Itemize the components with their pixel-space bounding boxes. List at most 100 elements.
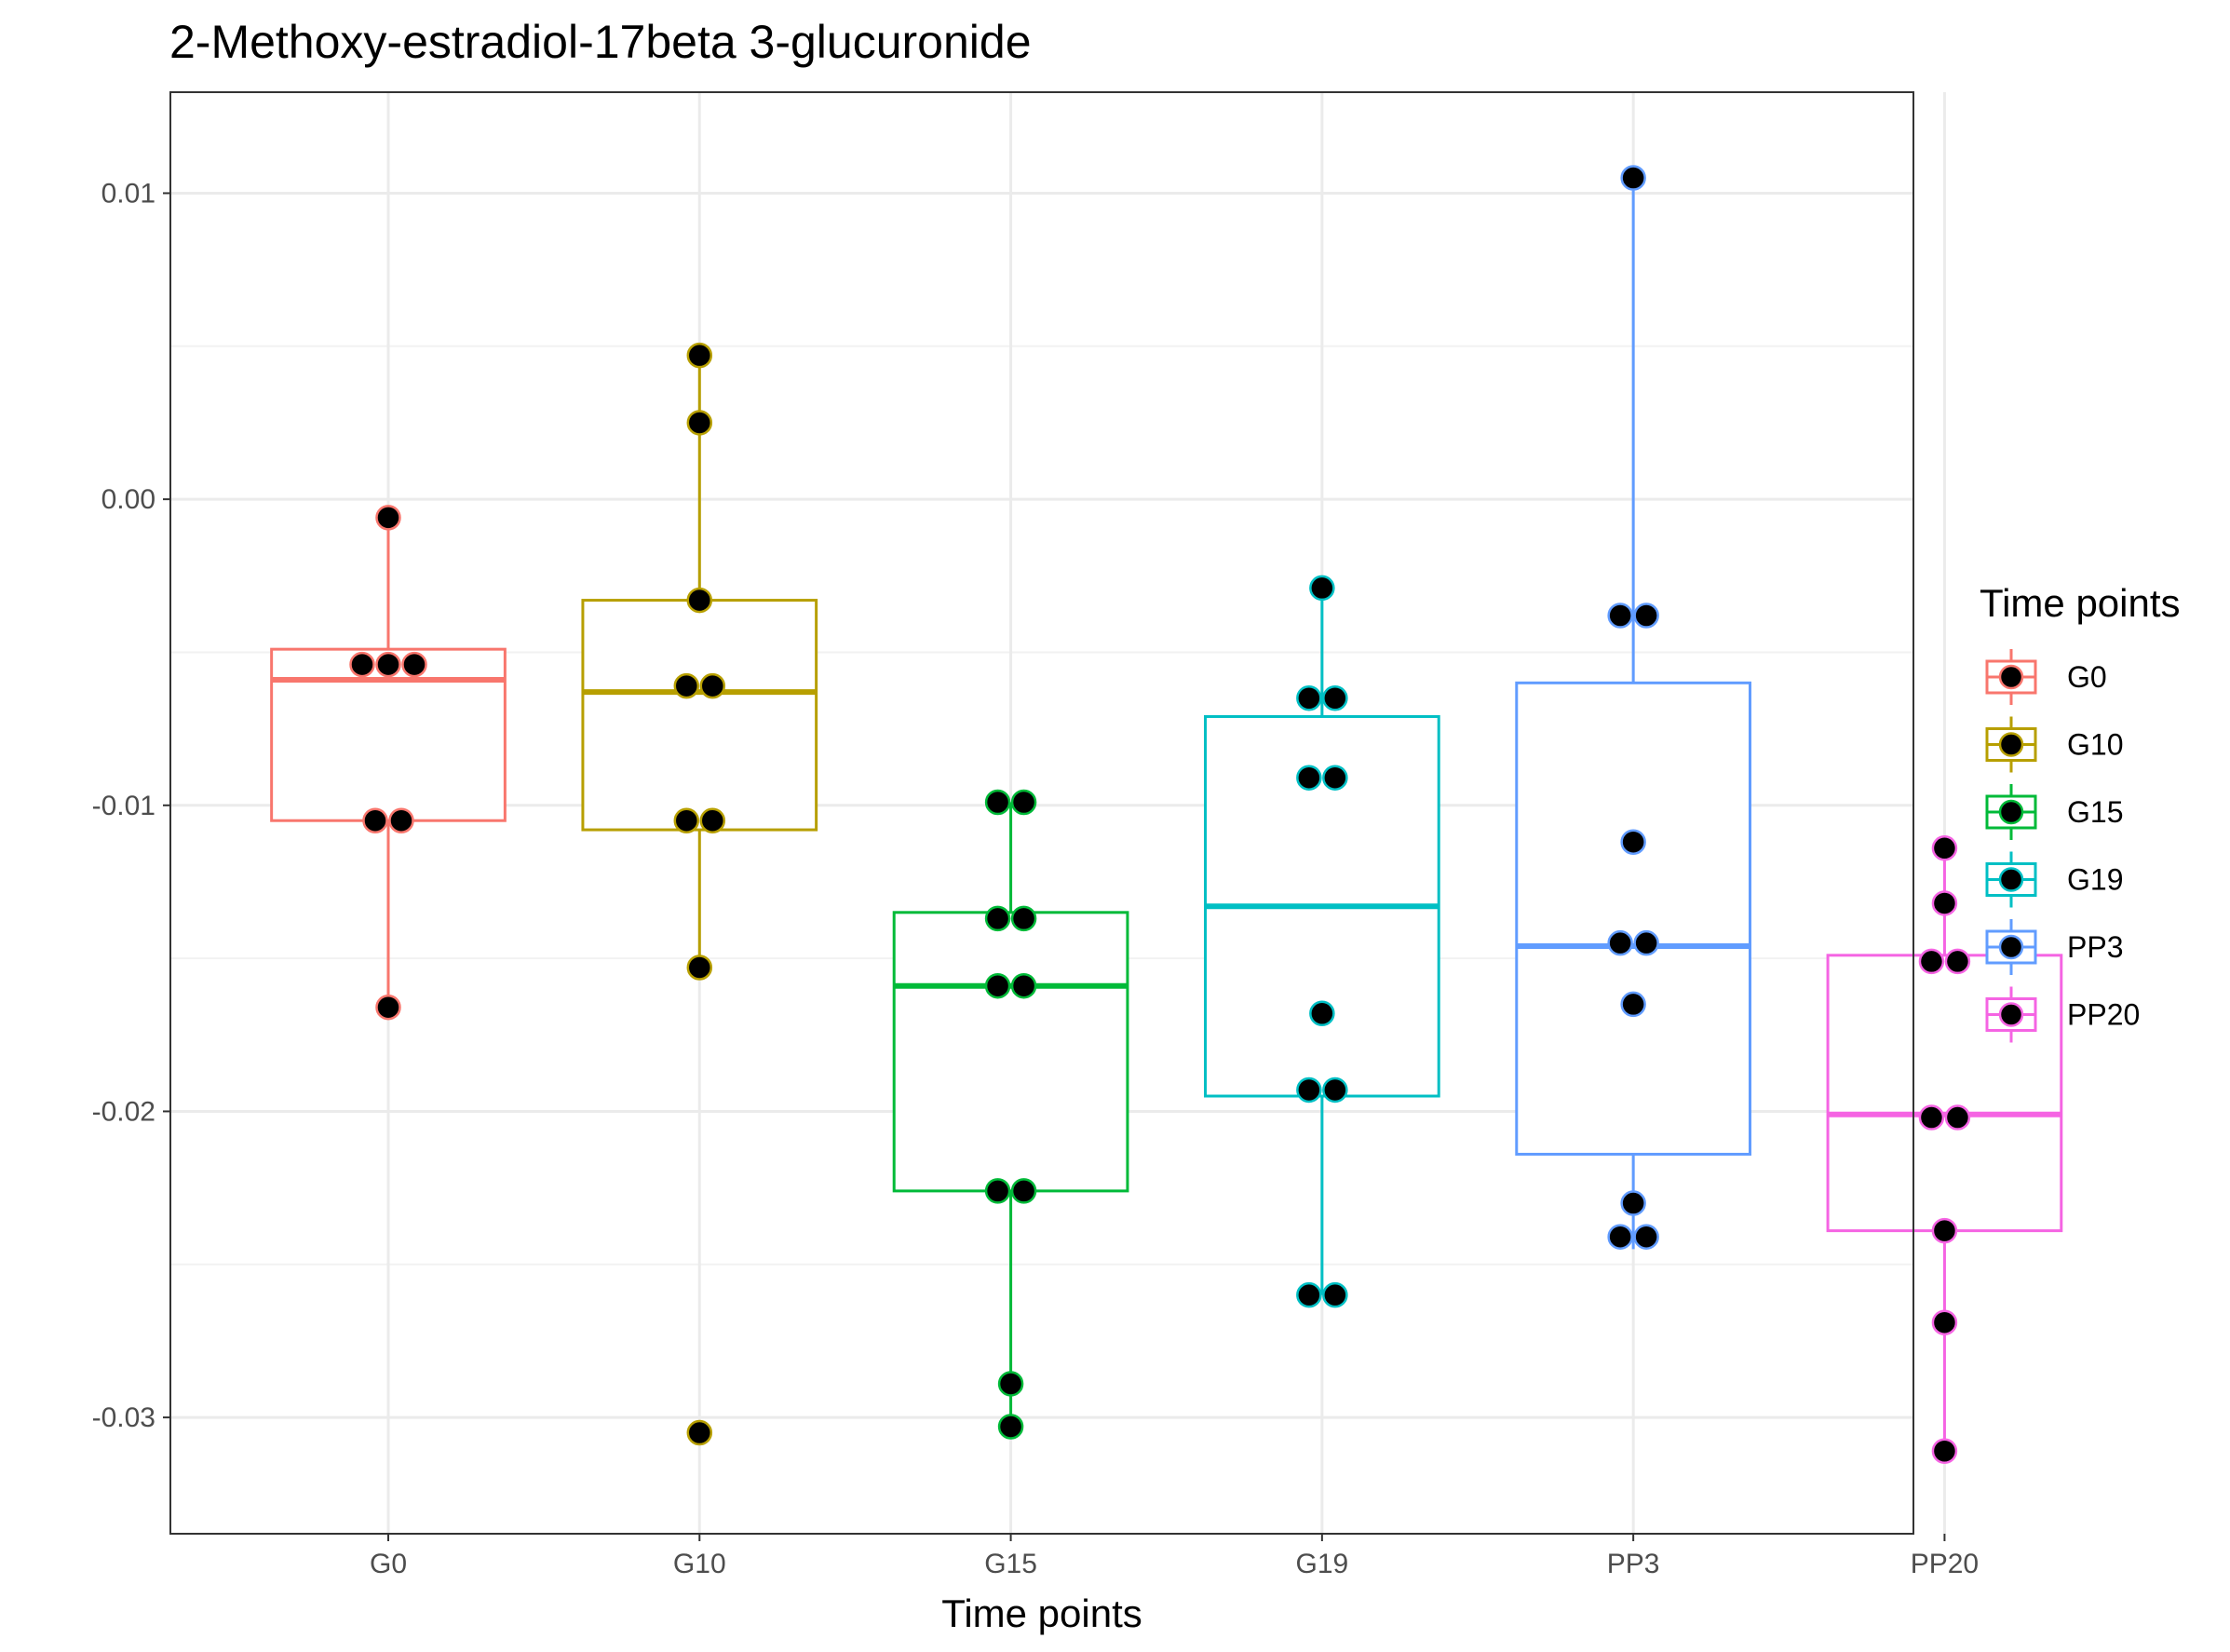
data-point: [1296, 765, 1322, 791]
box-layer: [270, 178, 2063, 1452]
legend-key-point: [1998, 934, 2024, 960]
data-point: [1918, 948, 1945, 975]
data-point: [1010, 1178, 1037, 1204]
data-point: [388, 807, 414, 833]
legend-key-point: [1998, 799, 2024, 825]
box-iqr: [581, 599, 818, 832]
legend-item-G0: G0: [1985, 649, 2107, 705]
y-tick-label: -0.02: [92, 1096, 155, 1127]
plot-panel-border: [169, 91, 1914, 1535]
x-tick-label: G15: [984, 1549, 1037, 1579]
x-tick-label: PP3: [1607, 1549, 1660, 1579]
legend: Time points G0 G10 G15 G19 PP3 PP20: [1980, 581, 2181, 1043]
legend-label: PP3: [2067, 930, 2123, 964]
x-axis-title: Time points: [941, 1591, 1142, 1635]
y-axis-ticks: 0.01 0.00 -0.01 -0.02 -0.03: [92, 178, 170, 1433]
legend-title: Time points: [1980, 581, 2181, 625]
box-iqr: [1515, 681, 1752, 1156]
data-point: [401, 651, 427, 678]
data-point: [375, 651, 401, 678]
x-tick-label: G19: [1295, 1549, 1348, 1579]
y-tick-label: 0.00: [101, 484, 155, 515]
legend-item-PP3: PP3: [1985, 919, 2123, 975]
legend-key-point: [1998, 732, 2024, 757]
chart-title: 2-Methoxy-estradiol-17beta 3-glucuronide: [169, 16, 1032, 68]
x-tick-label: G10: [673, 1549, 726, 1579]
x-tick-label: PP20: [1911, 1549, 1979, 1579]
legend-label: G10: [2067, 728, 2123, 762]
data-point: [1010, 972, 1037, 999]
data-point: [1607, 603, 1633, 629]
data-point: [375, 505, 401, 531]
x-tick-label: G0: [370, 1549, 407, 1579]
box-G15: [892, 802, 1129, 1427]
box-iqr: [892, 911, 1129, 1193]
data-point: [1322, 685, 1348, 711]
data-point: [362, 807, 388, 833]
box-G0: [270, 517, 507, 1008]
box-G19: [1204, 588, 1440, 1295]
data-point: [1322, 1281, 1348, 1308]
data-point: [984, 905, 1011, 932]
data-point: [1633, 603, 1659, 629]
data-point: [686, 955, 713, 981]
legend-key-point: [1998, 664, 2024, 690]
legend-item-G15: G15: [1985, 784, 2123, 840]
data-point: [1322, 765, 1348, 791]
data-point: [1931, 835, 1958, 861]
data-point: [686, 410, 713, 436]
data-point: [997, 1371, 1024, 1397]
legend-item-PP20: PP20: [1985, 986, 2140, 1043]
data-point: [686, 587, 713, 614]
data-point: [1633, 929, 1659, 956]
data-point: [1620, 991, 1646, 1018]
data-point: [1296, 1281, 1322, 1308]
data-point: [1309, 575, 1335, 602]
data-point: [1010, 789, 1037, 816]
y-tick-label: -0.03: [92, 1402, 155, 1433]
box-iqr: [1826, 954, 2063, 1233]
legend-label: G0: [2067, 660, 2107, 694]
data-point: [673, 672, 700, 699]
data-point: [1931, 1309, 1958, 1335]
data-point: [1931, 890, 1958, 916]
data-point: [349, 651, 375, 678]
legend-label: G19: [2067, 863, 2123, 897]
legend-label: G15: [2067, 795, 2123, 829]
data-point: [1607, 1224, 1633, 1250]
data-point: [673, 807, 700, 833]
data-point: [984, 789, 1011, 816]
data-point: [686, 1419, 713, 1446]
y-tick-label: 0.01: [101, 178, 155, 209]
data-point: [1620, 829, 1646, 855]
data-point: [984, 972, 1011, 999]
data-point: [1620, 165, 1646, 191]
data-point: [1944, 948, 1971, 975]
x-axis-ticks: G0 G10 G15 G19 PP3 PP20: [370, 1534, 1979, 1579]
legend-key-point: [1998, 867, 2024, 892]
legend-key-point: [1998, 1002, 2024, 1027]
box-PP3: [1515, 178, 1752, 1250]
box-G10: [581, 355, 818, 968]
data-point: [1620, 1190, 1646, 1216]
point-layer: [349, 165, 1971, 1465]
legend-label: PP20: [2067, 998, 2140, 1032]
data-point: [1296, 685, 1322, 711]
data-point: [1918, 1104, 1945, 1131]
data-point: [1296, 1077, 1322, 1104]
data-point: [1931, 1438, 1958, 1465]
data-point: [699, 672, 726, 699]
data-point: [686, 342, 713, 369]
data-point: [699, 807, 726, 833]
data-point: [984, 1178, 1011, 1204]
legend-item-G19: G19: [1985, 851, 2123, 908]
data-point: [1931, 1217, 1958, 1244]
data-point: [1607, 929, 1633, 956]
data-point: [1633, 1224, 1659, 1250]
data-point: [375, 994, 401, 1021]
legend-item-G10: G10: [1985, 716, 2123, 773]
y-tick-label: -0.01: [92, 791, 155, 821]
data-point: [1010, 905, 1037, 932]
data-point: [997, 1414, 1024, 1440]
